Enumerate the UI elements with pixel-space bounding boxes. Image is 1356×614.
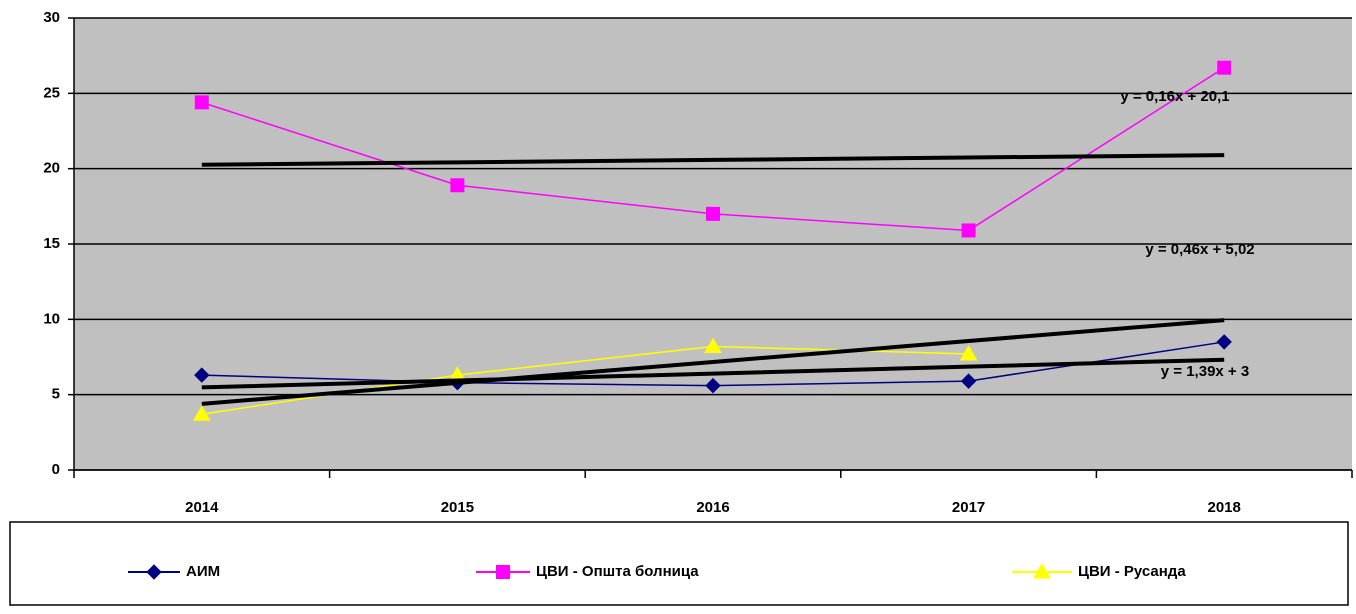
trendline-label: y = 1,39x + 3: [1161, 363, 1249, 380]
marker: [960, 373, 977, 389]
x-tick-label: 2014: [185, 499, 219, 516]
y-tick-label: 15: [43, 235, 60, 252]
y-tick-label: 5: [52, 386, 60, 403]
trendline-label: y = 0,46x + 5,02: [1145, 241, 1254, 258]
legend-label: ЦВИ - Општа болница: [536, 563, 699, 580]
marker: [192, 405, 211, 421]
marker: [1216, 334, 1232, 350]
legend-label: АИМ: [186, 563, 220, 580]
legend-marker: [496, 565, 510, 579]
trendline: [201, 318, 1225, 406]
trendline: [201, 153, 1225, 167]
y-tick-label: 0: [52, 461, 60, 478]
marker: [706, 206, 720, 221]
marker: [959, 344, 978, 361]
x-tick-label: 2018: [1208, 499, 1241, 516]
marker: [194, 367, 210, 383]
x-tick-label: 2016: [696, 499, 729, 516]
x-tick-label: 2015: [441, 499, 474, 516]
x-tick-label: 2017: [952, 499, 985, 516]
trendline-label: y = 0,16x + 20,1: [1120, 88, 1229, 105]
marker: [705, 377, 721, 394]
legend-marker: [146, 564, 162, 580]
marker: [961, 223, 976, 238]
marker: [450, 178, 465, 193]
marker: [194, 95, 209, 110]
y-tick-label: 25: [43, 84, 60, 101]
legend-box: [9, 521, 1349, 606]
y-tick-label: 30: [43, 9, 60, 26]
legend-marker: [1033, 562, 1051, 579]
legend-label: ЦВИ - Русанда: [1078, 563, 1186, 580]
trendline: [201, 357, 1225, 390]
y-tick-label: 10: [43, 310, 60, 327]
marker: [1217, 60, 1232, 75]
marker: [704, 337, 722, 353]
y-tick-label: 20: [43, 160, 60, 177]
